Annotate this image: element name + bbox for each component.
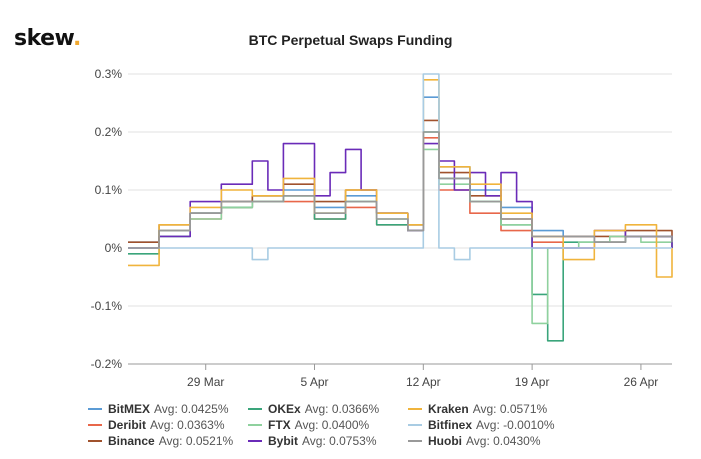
legend-swatch — [408, 440, 422, 442]
x-tick-label: 26 Apr — [624, 375, 659, 389]
legend-swatch — [88, 424, 102, 426]
y-tick-label: 0.3% — [95, 67, 123, 81]
y-tick-label: 0% — [105, 241, 123, 255]
legend-swatch — [88, 440, 102, 442]
legend-swatch — [248, 424, 262, 426]
series-line-bitfinex — [128, 73, 672, 261]
chart-plot: 0.3% 0.2% 0.1% 0% -0.1% -0.2% 29 Mar 5 Apr 12 Ap… — [91, 67, 673, 389]
legend-item[interactable]: Bybit Avg: 0.0753% — [248, 434, 377, 448]
legend-series-avg: Avg: 0.0366% — [304, 402, 380, 416]
series-line-huobi — [128, 131, 673, 249]
legend-item[interactable]: Binance Avg: 0.0521% — [88, 434, 233, 448]
y-tick-label: 0.1% — [95, 183, 123, 197]
legend-item[interactable]: Deribit Avg: 0.0363% — [88, 418, 225, 432]
legend-series-avg: Avg: 0.0430% — [466, 434, 541, 448]
legend-series-name: Bybit — [268, 434, 298, 448]
series-line-bybit — [128, 142, 673, 249]
legend-series-avg: Avg: 0.0571% — [472, 402, 548, 416]
y-tick-label: 0.2% — [95, 125, 123, 139]
legend-series-name: BitMEX — [108, 402, 150, 416]
legend-series-name: OKEx — [268, 402, 301, 416]
legend-item[interactable]: Kraken Avg: 0.0571% — [408, 402, 547, 416]
legend-swatch — [248, 408, 262, 410]
legend-item[interactable]: OKEx Avg: 0.0366% — [248, 402, 379, 416]
legend-series-avg: Avg: 0.0400% — [294, 418, 370, 432]
chart-title: BTC Perpetual Swaps Funding — [248, 32, 453, 48]
legend-series-name: Deribit — [108, 418, 147, 432]
brand-name: skew — [14, 26, 73, 51]
brand-dot: . — [72, 26, 81, 51]
legend-series-avg: Avg: 0.0425% — [154, 402, 229, 416]
series-line-bitmex — [128, 96, 673, 243]
legend-series-name: Kraken — [428, 402, 469, 416]
legend-swatch — [88, 408, 102, 410]
legend-series-name: FTX — [268, 418, 291, 432]
legend-series-avg: Avg: 0.0363% — [150, 418, 225, 432]
legend-item[interactable]: Huobi Avg: 0.0430% — [408, 434, 541, 448]
brand-logo: skew. — [14, 26, 81, 51]
legend-series-name: Bitfinex — [428, 418, 473, 432]
legend-series-name: Huobi — [428, 434, 462, 448]
legend-item[interactable]: FTX Avg: 0.0400% — [248, 418, 369, 432]
series-line-binance — [128, 119, 673, 243]
x-tick-label: 19 Apr — [515, 375, 550, 389]
legend-series-avg: Avg: -0.0010% — [476, 418, 555, 432]
series-line-deribit — [128, 137, 673, 249]
y-tick-label: -0.2% — [91, 357, 123, 371]
legend-item[interactable]: Bitfinex Avg: -0.0010% — [408, 418, 555, 432]
legend-swatch — [408, 424, 422, 426]
y-tick-label: -0.1% — [91, 299, 123, 313]
legend-item[interactable]: BitMEX Avg: 0.0425% — [88, 402, 229, 416]
x-tick-label: 12 Apr — [406, 375, 441, 389]
legend-series-name: Binance — [108, 434, 155, 448]
legend-series-avg: Avg: 0.0521% — [158, 434, 234, 448]
x-tick-label: 5 Apr — [300, 375, 328, 389]
legend-swatch — [408, 408, 422, 410]
legend-swatch — [248, 440, 262, 442]
x-tick-label: 29 Mar — [187, 375, 224, 389]
legend-series-avg: Avg: 0.0753% — [302, 434, 377, 448]
